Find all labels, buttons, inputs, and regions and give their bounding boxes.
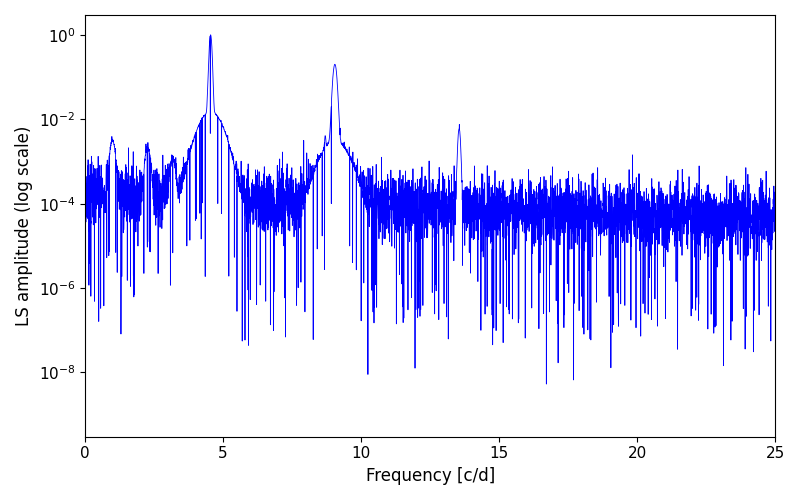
Y-axis label: LS amplitude (log scale): LS amplitude (log scale) <box>15 126 33 326</box>
X-axis label: Frequency [c/d]: Frequency [c/d] <box>366 467 494 485</box>
